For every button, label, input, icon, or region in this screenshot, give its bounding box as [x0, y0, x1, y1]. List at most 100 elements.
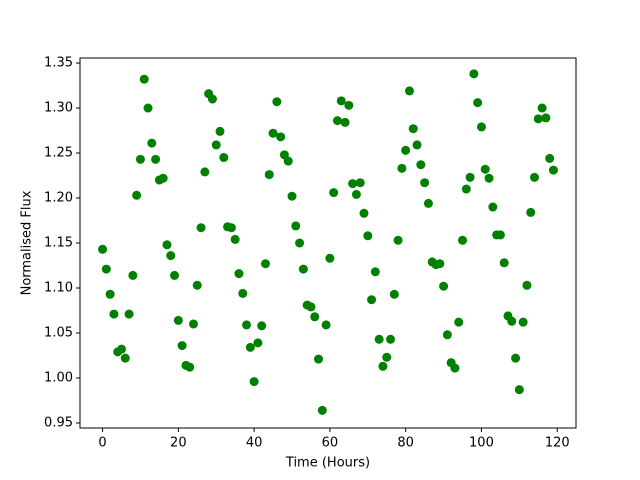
point	[98, 244, 108, 254]
point	[257, 321, 267, 331]
point	[416, 160, 426, 170]
point	[344, 100, 354, 110]
point	[329, 188, 339, 198]
point	[336, 96, 346, 106]
point	[109, 309, 119, 319]
point	[272, 97, 282, 107]
y-axis-label: Normalised Flux	[20, 190, 35, 295]
point	[166, 251, 176, 261]
x-tick-label: 80	[397, 436, 414, 451]
point	[389, 289, 399, 299]
point	[473, 98, 483, 108]
point	[238, 288, 248, 298]
point	[367, 295, 377, 305]
point	[185, 362, 195, 372]
point	[306, 302, 316, 312]
point	[382, 352, 392, 362]
point	[139, 74, 149, 84]
point	[200, 167, 210, 177]
point	[370, 267, 380, 277]
point	[105, 289, 115, 299]
point	[495, 230, 505, 240]
point	[548, 165, 558, 175]
point	[545, 153, 555, 163]
y-tick-label: 0.95	[44, 415, 73, 430]
point	[507, 316, 517, 326]
point	[518, 317, 528, 327]
y-tick-label: 1.30	[44, 101, 73, 116]
y-tick-label: 1.25	[44, 146, 73, 161]
x-tick-label: 120	[545, 436, 570, 451]
point	[192, 280, 202, 290]
point	[465, 172, 475, 182]
point	[340, 117, 350, 127]
point	[249, 377, 259, 387]
point	[359, 208, 369, 218]
point	[348, 179, 358, 189]
point	[412, 140, 422, 150]
point	[207, 94, 217, 104]
point	[211, 140, 221, 150]
point	[268, 128, 278, 138]
x-tick-label: 0	[98, 436, 106, 451]
x-axis-label: Time (Hours)	[285, 456, 370, 471]
point	[215, 126, 225, 136]
point	[526, 207, 536, 217]
point	[476, 122, 486, 132]
point	[439, 281, 449, 291]
point	[404, 86, 414, 96]
plot-frame	[79, 57, 577, 429]
y-tick-label: 1.35	[44, 56, 73, 71]
point	[128, 270, 138, 280]
point	[298, 264, 308, 274]
point	[170, 270, 180, 280]
point	[514, 385, 524, 395]
point	[295, 238, 305, 248]
point	[325, 253, 335, 263]
point	[511, 353, 521, 363]
point	[283, 156, 293, 166]
point	[393, 235, 403, 245]
point	[332, 116, 342, 126]
point	[541, 113, 551, 123]
point	[219, 153, 229, 163]
point	[253, 338, 263, 348]
point	[374, 334, 384, 344]
point	[260, 259, 270, 269]
point	[397, 163, 407, 173]
point	[226, 223, 236, 233]
point	[435, 259, 445, 269]
x-tick-label: 100	[469, 436, 494, 451]
point	[135, 154, 145, 164]
point	[230, 234, 240, 244]
point	[158, 173, 168, 183]
point	[378, 361, 388, 371]
point	[442, 330, 452, 340]
y-tick-label: 1.10	[44, 280, 73, 295]
point	[143, 103, 153, 113]
point	[522, 280, 532, 290]
point	[242, 320, 252, 330]
point	[173, 315, 183, 325]
point	[401, 145, 411, 155]
x-tick-label: 20	[170, 436, 187, 451]
point	[450, 363, 460, 373]
point	[162, 240, 172, 250]
point	[530, 172, 540, 182]
point	[351, 189, 361, 199]
point	[276, 132, 286, 142]
point	[469, 69, 479, 79]
point	[420, 178, 430, 188]
point	[458, 235, 468, 245]
point	[101, 264, 111, 274]
point	[499, 258, 509, 268]
point	[408, 124, 418, 134]
point	[363, 231, 373, 241]
x-tick-label: 60	[322, 436, 339, 451]
point	[151, 154, 161, 164]
point	[120, 353, 130, 363]
point	[124, 309, 134, 319]
y-tick-label: 1.20	[44, 191, 73, 206]
point	[245, 342, 255, 352]
